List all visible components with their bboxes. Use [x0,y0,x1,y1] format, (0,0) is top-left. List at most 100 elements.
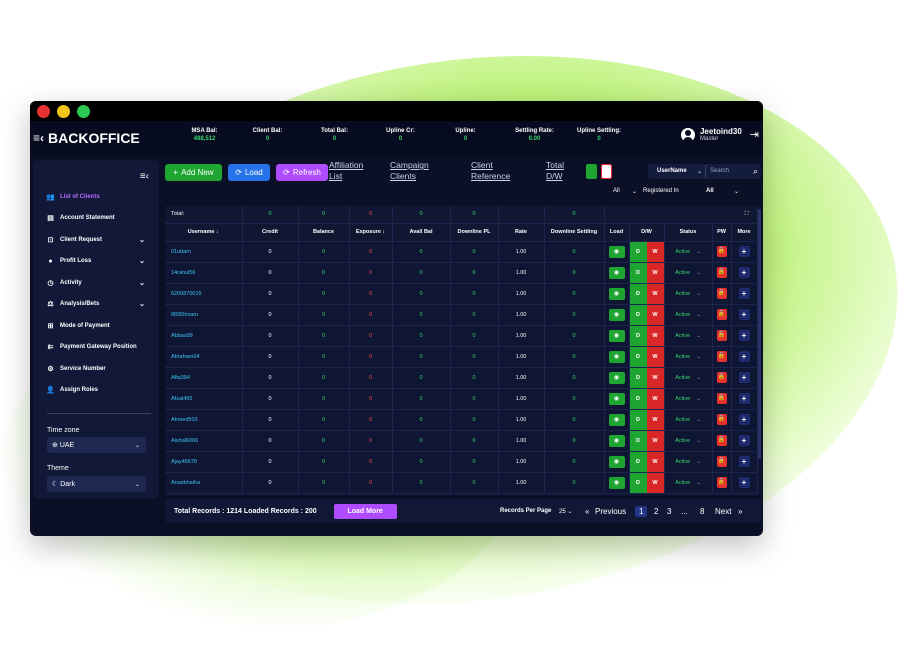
column-header[interactable]: Rate [498,223,545,242]
page-1-button[interactable]: 1 [635,505,648,517]
username-cell[interactable]: Ajay45678 [165,451,243,473]
last-page-button[interactable]: » [738,506,743,516]
status-select[interactable]: Active ⌄ [664,451,713,473]
sidebar-item-account-statement[interactable]: ▤ Account Statement [33,208,159,230]
username-cell[interactable]: Aishal6066 [165,430,243,452]
credit-cell[interactable]: 0 [242,346,299,368]
maximize-dot[interactable] [77,104,90,118]
column-header[interactable]: Downline Settling [544,223,605,242]
withdraw-button[interactable]: W [646,388,663,408]
deposit-button[interactable]: D [629,241,647,261]
credit-cell[interactable]: 0 [242,283,299,305]
pdf-export-icon[interactable] [601,164,612,179]
deposit-button[interactable]: D [629,409,647,429]
rate-cell[interactable]: 1.00 [498,325,545,347]
rate-cell[interactable]: 1.00 [498,367,545,389]
timezone-select[interactable]: ⊕ UAE ⌄ [47,437,146,453]
plus-icon[interactable]: + [738,246,750,257]
deposit-button[interactable]: D [629,472,647,492]
status-select[interactable]: Active ⌄ [664,241,713,263]
lock-icon[interactable]: 🔒 [716,414,727,425]
credit-cell[interactable]: 0 [242,304,299,326]
sidebar-item-list-of-clients[interactable]: 👥 List of Clients [33,186,159,208]
column-header[interactable]: More [731,223,758,242]
credit-cell[interactable]: 0 [242,451,299,473]
sidebar-item-profit-loss[interactable]: ● Profit Loss ⌄ [33,251,159,273]
plus-icon[interactable]: + [738,309,750,320]
next-page-button[interactable]: Next [715,506,732,516]
eye-icon[interactable]: ◉ [608,392,625,405]
username-cell[interactable]: Afzal495 [165,388,243,410]
rate-cell[interactable]: 1.00 [498,388,545,410]
eye-icon[interactable]: ◉ [608,476,625,489]
withdraw-button[interactable]: W [646,409,663,429]
search-by-select[interactable]: UserName [657,168,687,174]
sidebar-item-assign-roles[interactable]: 👤 Assign Roles [33,380,159,402]
load-more-button[interactable]: Load More [333,503,397,519]
rate-cell[interactable]: 1.00 [498,241,545,263]
plus-icon[interactable]: + [738,330,750,341]
eye-icon[interactable]: ◉ [608,308,625,321]
theme-select[interactable]: ☾ Dark ⌄ [47,476,146,492]
status-select[interactable]: Active ⌄ [664,472,713,494]
withdraw-button[interactable]: W [646,283,663,303]
column-header[interactable]: Load [604,223,630,242]
credit-cell[interactable]: 0 [242,388,299,410]
fullscreen-icon[interactable]: ⛶ [744,210,749,217]
deposit-button[interactable]: D [629,367,647,387]
username-cell[interactable]: Abraham04 [165,346,243,368]
excel-export-icon[interactable] [586,164,597,179]
plus-icon[interactable]: + [738,456,750,467]
lock-icon[interactable]: 🔒 [716,372,727,383]
eye-icon[interactable]: ◉ [608,434,625,447]
rate-cell[interactable]: 1.00 [498,430,545,452]
withdraw-button[interactable]: W [646,472,663,492]
eye-icon[interactable]: ◉ [608,455,625,468]
lock-icon[interactable]: 🔒 [716,246,727,257]
credit-cell[interactable]: 0 [242,367,299,389]
column-header[interactable]: Credit [242,223,299,242]
table-row[interactable]: Afta384 0 0 0 0 0 1.00 0 ◉ D W Active ⌄ 🔒 + [165,367,758,389]
username-cell[interactable]: Ahmed503 [165,409,243,431]
credit-cell[interactable]: 0 [242,241,299,263]
withdraw-button[interactable]: W [646,367,663,387]
plus-icon[interactable]: + [738,435,750,446]
credit-cell[interactable]: 0 [242,325,299,347]
eye-icon[interactable]: ◉ [608,329,625,342]
sidebar-item-mode-of-payment[interactable]: ⊞ Mode of Payment [33,315,159,337]
status-select[interactable]: Active ⌄ [664,283,713,305]
deposit-button[interactable]: D [629,325,647,345]
sidebar-item-service-number[interactable]: ⚙ Service Number [33,358,159,380]
eye-icon[interactable]: ◉ [608,287,625,300]
credit-cell[interactable]: 0 [242,262,299,284]
plus-icon[interactable]: + [738,267,750,278]
sidebar-item-payment-gateway[interactable]: ⇇ Payment Gateway Position [33,337,159,359]
total-dw-link[interactable]: Total D/W [546,160,564,181]
lock-icon[interactable]: 🔒 [716,267,727,278]
table-row[interactable]: 6200870015 0 0 0 0 0 1.00 0 ◉ D W Active ⌄ 🔒 + [165,283,758,305]
table-row[interactable]: Abbas99 0 0 0 0 0 1.00 0 ◉ D W Active ⌄ 🔒 + [165,325,758,347]
table-row[interactable]: Afzal495 0 0 0 0 0 1.00 0 ◉ D W Active ⌄ 🔒 + [165,388,758,410]
status-select[interactable]: Active ⌄ [664,325,713,347]
sidebar-item-client-request[interactable]: ⊡ Client Request ⌄ [33,229,159,251]
menu-collapse-icon[interactable]: ≡‹ [33,131,44,145]
status-select[interactable]: Active ⌄ [664,346,713,368]
eye-icon[interactable]: ◉ [608,245,625,258]
table-row[interactable]: Anasbhaiha 0 0 0 0 0 1.00 0 ◉ D W Active ⌄ 🔒 + [165,472,758,494]
plus-icon[interactable]: + [738,372,750,383]
column-header[interactable]: Balance [298,223,350,242]
lock-icon[interactable]: 🔒 [716,288,727,299]
deposit-button[interactable]: D [629,304,647,324]
status-select[interactable]: Active ⌄ [664,430,713,452]
username-cell[interactable]: Anasbhaiha [165,472,243,494]
lock-icon[interactable]: 🔒 [716,351,727,362]
column-header[interactable]: PW [712,223,732,242]
username-cell[interactable]: 14rahul56 [165,262,243,284]
client-reference-link[interactable]: Client Reference [471,160,511,181]
filter-all-select[interactable]: All [613,188,620,194]
close-dot[interactable] [37,104,50,118]
eye-icon[interactable]: ◉ [608,413,625,426]
eye-icon[interactable]: ◉ [608,266,625,279]
column-header[interactable]: Exposure ↓ [349,223,393,242]
withdraw-button[interactable]: W [646,451,663,471]
